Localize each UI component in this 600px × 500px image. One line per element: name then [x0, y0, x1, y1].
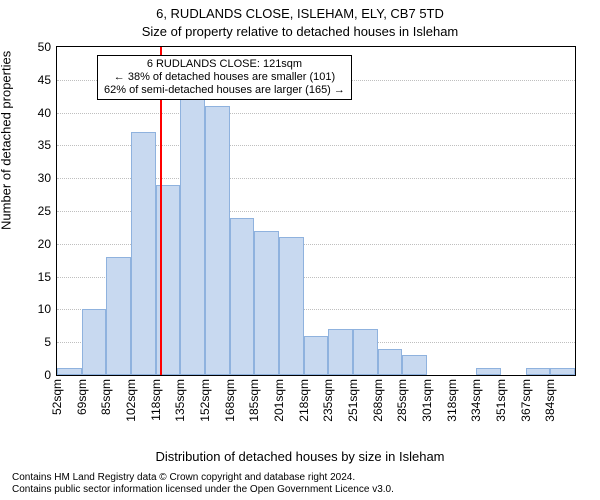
y-tick-label: 30: [38, 171, 51, 185]
x-tick-label: 52sqm: [50, 379, 64, 415]
x-tick-label: 384sqm: [543, 379, 557, 422]
histogram-bar: [82, 309, 107, 375]
chart-title-2: Size of property relative to detached ho…: [0, 24, 600, 39]
x-axis-label: Distribution of detached houses by size …: [0, 449, 600, 464]
y-tick-label: 40: [38, 106, 51, 120]
y-tick-label: 45: [38, 73, 51, 87]
x-tick-label: 351sqm: [494, 379, 508, 422]
histogram-bar: [205, 106, 230, 375]
plot-area: 0510152025303540455052sqm69sqm85sqm102sq…: [56, 46, 576, 376]
x-tick-label: 69sqm: [75, 379, 89, 415]
x-tick-label: 168sqm: [223, 379, 237, 422]
annotation-line-3: 62% of semi-detached houses are larger (…: [104, 84, 345, 97]
histogram-bar: [230, 218, 255, 375]
histogram-bar: [279, 237, 304, 375]
footer-line-1: Contains HM Land Registry data © Crown c…: [12, 472, 394, 484]
annotation-line-1: 6 RUDLANDS CLOSE: 121sqm: [104, 58, 345, 71]
annotation-line-2: ← 38% of detached houses are smaller (10…: [104, 71, 345, 84]
histogram-bar: [106, 257, 131, 375]
footer-text: Contains HM Land Registry data © Crown c…: [12, 472, 394, 496]
x-tick-label: 102sqm: [124, 379, 138, 422]
x-tick-label: 268sqm: [371, 379, 385, 422]
y-tick-label: 35: [38, 138, 51, 152]
histogram-bar: [378, 349, 403, 375]
histogram-bar: [254, 231, 279, 375]
y-tick-label: 20: [38, 237, 51, 251]
x-tick-label: 301sqm: [420, 379, 434, 422]
histogram-bar: [550, 368, 575, 375]
x-tick-label: 152sqm: [198, 379, 212, 422]
histogram-bar: [476, 368, 501, 375]
x-tick-label: 235sqm: [321, 379, 335, 422]
histogram-bar: [328, 329, 353, 375]
y-tick-label: 50: [38, 40, 51, 54]
y-tick-label: 10: [38, 302, 51, 316]
x-tick-label: 135sqm: [173, 379, 187, 422]
y-tick-label: 5: [44, 335, 51, 349]
x-tick-label: 85sqm: [99, 379, 113, 415]
gridline: [57, 113, 575, 114]
footer-line-2: Contains public sector information licen…: [12, 484, 394, 496]
x-tick-label: 118sqm: [149, 379, 163, 421]
histogram-bar: [353, 329, 378, 375]
histogram-bar: [304, 336, 329, 375]
x-tick-label: 367sqm: [519, 379, 533, 422]
x-tick-label: 318sqm: [445, 379, 459, 422]
x-tick-label: 185sqm: [247, 379, 261, 422]
x-tick-label: 201sqm: [272, 379, 286, 422]
x-tick-label: 251sqm: [346, 379, 360, 422]
x-tick-label: 285sqm: [395, 379, 409, 422]
histogram-bar: [131, 132, 156, 375]
histogram-bar: [526, 368, 551, 375]
x-tick-label: 334sqm: [469, 379, 483, 422]
histogram-bar: [402, 355, 427, 375]
y-tick-label: 15: [38, 270, 51, 284]
chart-title-1: 6, RUDLANDS CLOSE, ISLEHAM, ELY, CB7 5TD: [0, 6, 600, 21]
y-axis-label: Number of detached properties: [0, 51, 14, 230]
annotation-box: 6 RUDLANDS CLOSE: 121sqm ← 38% of detach…: [97, 55, 352, 100]
x-tick-label: 218sqm: [297, 379, 311, 422]
y-tick-label: 25: [38, 204, 51, 218]
histogram-bar: [180, 99, 205, 375]
histogram-bar: [57, 368, 82, 375]
